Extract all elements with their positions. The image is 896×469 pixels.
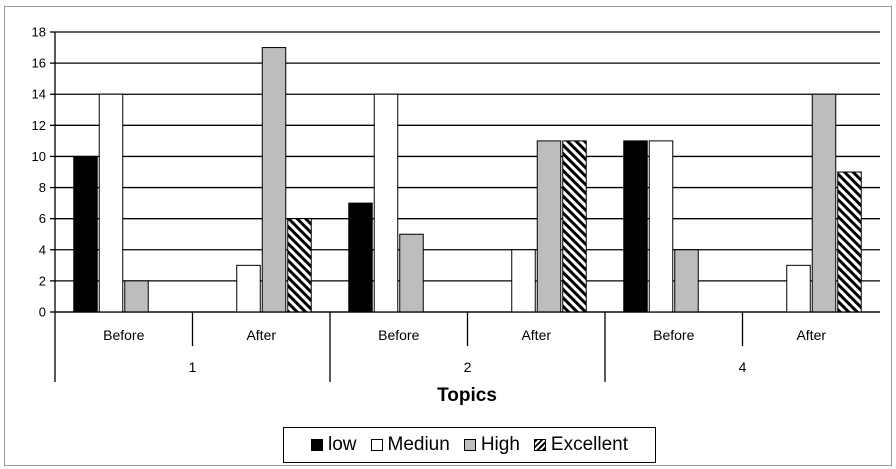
y-tick-label: 16 [32, 56, 46, 71]
legend: low Mediun High Excellent [283, 427, 656, 463]
x-phase-label: Before [103, 327, 144, 343]
x-phase-label: Before [653, 327, 694, 343]
bar-high [261, 47, 287, 313]
bar-excellent [562, 140, 587, 313]
y-tick-labels: 0 2 4 6 8 10 12 14 16 18 [32, 25, 46, 320]
bar-medium [98, 93, 124, 313]
legend-swatch-high [463, 439, 476, 451]
legend-swatch-medium [370, 439, 383, 451]
bar-medium [511, 249, 536, 313]
y-tick-label: 14 [32, 87, 46, 102]
legend-label-excellent: Excellent [550, 434, 629, 455]
bar-medium [236, 264, 261, 313]
bar-low [348, 202, 373, 313]
y-tick-label: 18 [32, 25, 46, 40]
bar-excellent [287, 218, 312, 313]
legend-label-medium: Mediun [387, 434, 450, 455]
legend-label-low: low [327, 434, 357, 455]
bar-excellent [837, 171, 862, 313]
x-phase-label: After [521, 327, 551, 343]
x-phase-label: Before [378, 327, 419, 343]
bar-low [73, 155, 98, 313]
legend-item-high: High [463, 434, 520, 456]
x-topic-label: 1 [189, 359, 197, 375]
bar-high [811, 93, 837, 313]
y-tick-label: 12 [32, 118, 46, 133]
legend-item-medium: Mediun [370, 434, 450, 456]
bar-low [623, 140, 648, 313]
x-phase-label: After [246, 327, 276, 343]
legend-item-low: low [310, 434, 357, 456]
legend-item-excellent: Excellent [533, 434, 629, 456]
y-tick-label: 8 [39, 180, 46, 195]
y-tick-label: 4 [39, 242, 46, 257]
y-tick-label: 6 [39, 211, 46, 226]
legend-label-high: High [480, 434, 520, 455]
bar-high [674, 249, 699, 313]
chart-frame [4, 6, 892, 466]
bar-high [399, 233, 424, 313]
bar-high [124, 280, 149, 313]
y-tick-label: 0 [39, 305, 46, 320]
x-topic-label: 4 [739, 359, 747, 375]
grid-lines [50, 31, 880, 313]
bars [73, 47, 862, 313]
x-topic-label: 2 [464, 359, 472, 375]
y-tick-label: 2 [39, 273, 46, 288]
axes [54, 32, 880, 382]
x-axis-title: Topics [437, 385, 497, 406]
bar-medium [786, 264, 811, 313]
legend-swatch-low [310, 439, 323, 451]
x-category-labels: Before After 1 Before After 2 Before After 4 [103, 327, 826, 375]
bar-medium [373, 93, 399, 313]
bar-medium [648, 140, 674, 313]
x-phase-label: After [796, 327, 826, 343]
y-tick-label: 10 [32, 149, 46, 164]
bar-high [536, 140, 562, 313]
legend-swatch-excellent [533, 439, 546, 451]
